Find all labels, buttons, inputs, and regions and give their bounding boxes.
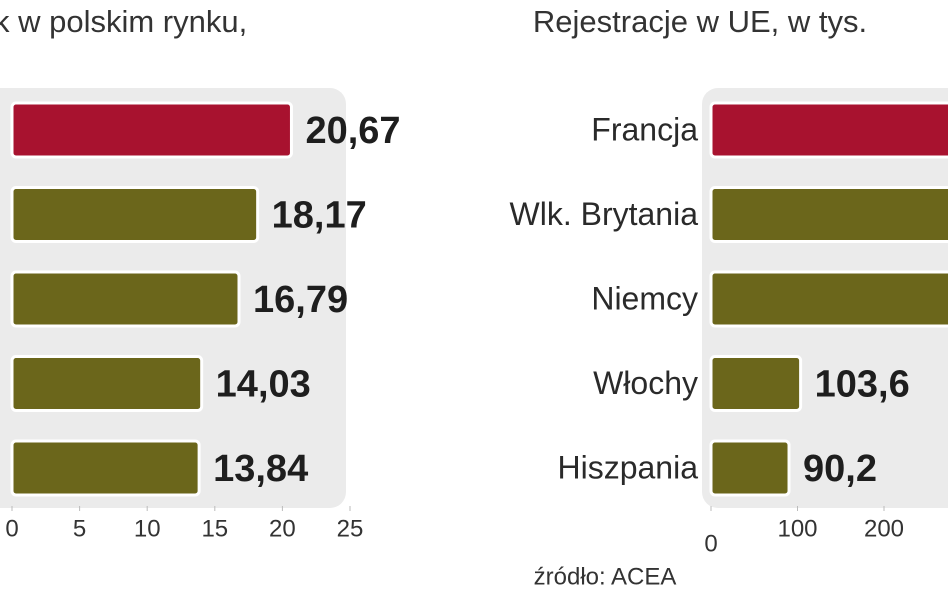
value-label: 16,79	[253, 279, 348, 321]
chart-title: Rejestracje w UE, w tys.	[533, 4, 867, 39]
x-tick-label: 100	[777, 515, 817, 542]
category-label: Wlk. Brytania	[510, 196, 699, 232]
x-tick-label: 0	[5, 515, 18, 542]
bar	[10, 270, 241, 328]
value-label: 90,2	[803, 448, 877, 490]
bar	[10, 186, 260, 243]
x-tick-label: 25	[337, 515, 364, 542]
bar	[10, 439, 201, 497]
value-label: 13,84	[213, 448, 308, 490]
chart-title: k w polskim rynku,	[0, 4, 247, 39]
category-label: Hiszpania	[557, 449, 698, 485]
value-label: 103,6	[815, 364, 910, 406]
bar	[10, 355, 204, 412]
bar	[709, 355, 803, 412]
x-tick-label: 15	[201, 515, 228, 542]
bar	[709, 101, 948, 159]
bar	[709, 270, 948, 328]
x-tick-label: 20	[269, 515, 296, 542]
bar	[709, 439, 791, 497]
value-label: 20,67	[305, 110, 400, 152]
category-label: Francja	[591, 111, 698, 147]
category-label: Włochy	[593, 365, 698, 401]
bar	[10, 101, 293, 159]
source: źródło: ACEA	[534, 563, 677, 590]
x-tick-label: 5	[73, 515, 86, 542]
value-label: 18,17	[272, 195, 367, 237]
x-tick-label: 200	[864, 515, 904, 542]
x-tick-label: 0	[704, 530, 717, 557]
x-tick-label: 10	[134, 515, 161, 542]
value-label: 14,03	[216, 364, 311, 406]
bar	[709, 186, 948, 243]
category-label: Niemcy	[591, 280, 698, 316]
